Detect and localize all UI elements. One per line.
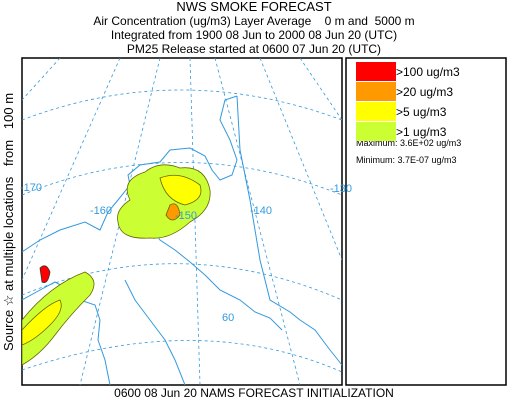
title: NWS SMOKE FORECAST — [176, 0, 331, 14]
subtitle-line: PM25 Release started at 0600 07 Jun 20 (… — [127, 42, 381, 56]
smoke-area — [22, 299, 62, 346]
smoke-area — [165, 203, 181, 221]
graticule-label: 60 — [222, 312, 234, 324]
smoke-area — [159, 174, 202, 206]
legend-label: >1 ug/m3 — [396, 125, 447, 139]
graticule-label: -170 — [20, 182, 42, 194]
graticule-label: -130 — [330, 183, 352, 195]
graticule-label: -160 — [90, 205, 112, 217]
coastline — [124, 279, 186, 385]
coastline — [22, 95, 238, 253]
map-content — [22, 58, 342, 385]
latitude-line — [22, 263, 342, 301]
coastline — [149, 224, 283, 331]
latitude-line — [22, 162, 342, 196]
coastline — [22, 281, 111, 385]
minimum-label: Minimum: 3.7E-07 ug/m3 — [356, 155, 457, 165]
maximum-label: Maximum: 3.6E+02 ug/m3 — [356, 138, 461, 148]
legend-swatch — [356, 82, 396, 101]
map — [21, 57, 343, 386]
latitude-line — [22, 89, 342, 121]
legend-swatch — [356, 122, 396, 141]
subtitle-line: Integrated from 1900 08 Jun to 2000 08 J… — [111, 28, 397, 42]
border — [236, 95, 342, 366]
subtitle-line: Air Concentration (ug/m3) Layer Average … — [93, 14, 414, 28]
legend-label: >5 ug/m3 — [396, 105, 447, 119]
longitude-line — [214, 58, 301, 385]
legend-label: >100 ug/m3 — [396, 65, 460, 79]
legend-label: >20 ug/m3 — [396, 85, 453, 99]
longitude-line — [22, 58, 121, 281]
legend-swatch — [356, 62, 396, 81]
longitude-line — [259, 58, 342, 261]
smoke-area — [22, 271, 95, 366]
longitude-line — [299, 58, 342, 121]
footer: 0600 08 Jun 20 NAMS FORECAST INITIALIZAT… — [114, 386, 394, 400]
latitude-line — [22, 340, 342, 373]
legend-swatch — [356, 102, 396, 121]
longitude-line — [189, 58, 201, 385]
graticule-label: -140 — [250, 205, 272, 217]
smoke-area — [39, 265, 51, 283]
graticule-label: -150 — [175, 210, 197, 222]
side-label: Source ☆ at multiple locations from 100 … — [1, 93, 16, 351]
